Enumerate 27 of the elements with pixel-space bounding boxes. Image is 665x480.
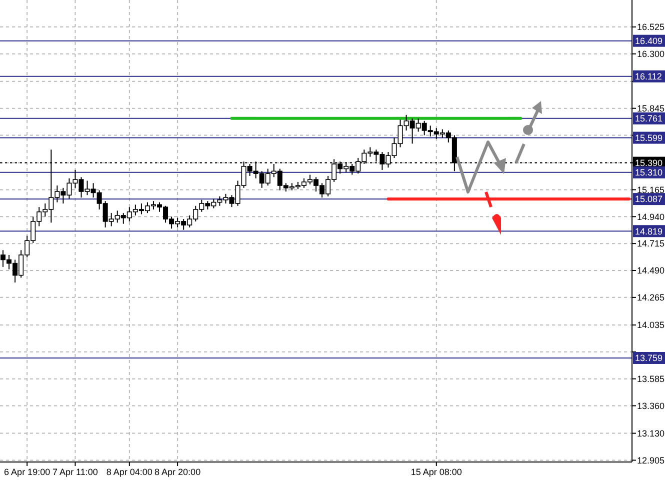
y-tick-label: 13.360 (637, 400, 665, 411)
ref-line-label: 15.761 (635, 114, 663, 124)
ref-line-label: 15.599 (635, 132, 663, 143)
x-tick-label: 7 Apr 11:00 (52, 467, 98, 477)
y-tick-label: 14.035 (637, 320, 665, 330)
y-tick-label: 12.905 (637, 455, 665, 466)
ref-line-label: 15.087 (635, 194, 663, 204)
y-tick-label: 16.300 (637, 49, 665, 60)
y-tick-label: 14.940 (637, 212, 665, 222)
x-tick-label: 8 Apr 20:00 (154, 467, 201, 477)
y-tick-label: 15.845 (637, 103, 665, 114)
y-tick-label: 13.585 (637, 374, 665, 384)
y-tick-label: 14.715 (637, 238, 665, 249)
ref-line-label: 14.819 (635, 226, 663, 236)
x-tick-label: 6 Apr 19:00 (4, 467, 50, 477)
x-tick-label: 8 Apr 04:00 (106, 467, 152, 477)
x-tick-label: 15 Apr 08:00 (410, 467, 462, 477)
y-tick-label: 14.490 (637, 266, 665, 276)
ref-line-label: 13.759 (635, 353, 663, 364)
ref-line-label: 16.409 (635, 36, 663, 46)
y-tick-label: 13.130 (637, 428, 665, 438)
y-tick-label: 15.165 (637, 184, 665, 195)
y-tick-label: 16.525 (637, 22, 665, 32)
ref-line-label: 15.310 (635, 168, 663, 178)
ref-line-label: 16.112 (635, 72, 662, 82)
ref-line-label: 15.390 (635, 158, 663, 168)
y-tick-label: 14.265 (637, 292, 665, 303)
